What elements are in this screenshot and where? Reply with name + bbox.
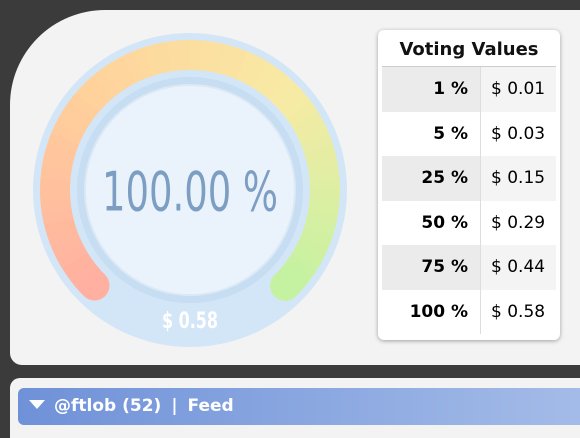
arc-segment: [321, 158, 323, 169]
percent-cell: 25 %: [382, 156, 481, 201]
arc-segment: [59, 221, 62, 232]
percent-cell: 1 %: [382, 67, 481, 112]
amount-cell: $ 0.44: [481, 245, 556, 290]
arc-segment: [75, 260, 81, 269]
arc-segment: [305, 251, 310, 261]
percent-cell: 75 %: [382, 245, 481, 290]
arc-segment: [299, 111, 305, 120]
arc-segment: [158, 57, 169, 59]
percent-cell: 5 %: [382, 112, 481, 157]
separator: |: [171, 396, 177, 416]
arc-segment: [222, 59, 233, 62]
arc-segment: [242, 65, 252, 70]
arc-segment: [102, 80, 111, 87]
table-title: Voting Values: [382, 30, 556, 67]
arc-segment: [81, 102, 88, 111]
arc-segment: [315, 232, 319, 242]
amount-cell: $ 0.03: [481, 112, 556, 157]
arc-segment: [87, 94, 95, 102]
arc-segment: [148, 59, 159, 62]
arc-segment: [315, 138, 319, 148]
arc-segment: [169, 55, 180, 56]
amount-cell: $ 0.58: [481, 290, 556, 335]
arc-segment: [285, 278, 293, 286]
arc-segment: [55, 200, 56, 211]
amount-cell: $ 0.29: [481, 201, 556, 246]
arc-segment: [119, 69, 129, 74]
table-row: 100 %$ 0.58: [382, 290, 556, 335]
arc-segment: [310, 242, 315, 252]
arc-segment: [69, 251, 74, 261]
arc-segment: [59, 148, 62, 159]
arc-segment: [323, 169, 324, 180]
arc-segment: [285, 95, 293, 103]
arc-segment: [211, 57, 222, 59]
amount-cell: $ 0.01: [481, 67, 556, 112]
arc-segment: [65, 241, 70, 251]
arc-segment: [293, 102, 300, 111]
percent-cell: 50 %: [382, 201, 481, 246]
arc-segment: [62, 138, 66, 148]
arc-segment: [95, 87, 103, 95]
arc-segment: [65, 128, 70, 138]
arc-segment: [318, 222, 321, 233]
arc-segment: [129, 65, 139, 70]
arc-segment: [138, 61, 148, 65]
arc-segment: [278, 87, 286, 95]
arc-segment: [310, 129, 315, 139]
arc-segment: [305, 119, 310, 129]
arc-segment: [201, 55, 212, 56]
arc-segment: [318, 148, 321, 159]
arc-segment: [232, 62, 242, 66]
arc-segment: [261, 75, 270, 81]
arc-segment: [57, 211, 59, 222]
arc-segment: [61, 231, 65, 241]
arc-segment: [57, 158, 59, 169]
arc-segment: [80, 269, 87, 278]
feed-bar[interactable]: @ftlob (52) | Feed: [18, 388, 580, 425]
arc-segment: [269, 81, 278, 88]
feed-tab[interactable]: Feed: [188, 396, 234, 416]
account: @ftlob (52): [54, 396, 161, 416]
table-row: 25 %$ 0.15: [382, 156, 556, 201]
table-row: 50 %$ 0.29: [382, 201, 556, 246]
table-row: 75 %$ 0.44: [382, 245, 556, 290]
arc-segment: [251, 70, 261, 75]
gauge-value: 100.00 %: [102, 161, 278, 224]
gauge-amount: $ 0.58: [162, 309, 218, 334]
arc-segment: [321, 211, 323, 222]
arc-segment: [55, 168, 56, 179]
arc-segment: [111, 75, 120, 81]
amount-cell: $ 0.15: [481, 156, 556, 201]
arc-segment: [70, 119, 75, 129]
table-row: 5 %$ 0.03: [382, 112, 556, 157]
arc-segment: [323, 201, 324, 212]
table-row: 1 %$ 0.01: [382, 67, 556, 112]
gauge: 100.00 % $ 0.58: [0, 0, 375, 365]
arc-segment: [75, 110, 81, 119]
percent-cell: 100 %: [382, 290, 481, 335]
arc-segment: [87, 277, 95, 285]
collapse-icon[interactable]: [28, 398, 48, 412]
